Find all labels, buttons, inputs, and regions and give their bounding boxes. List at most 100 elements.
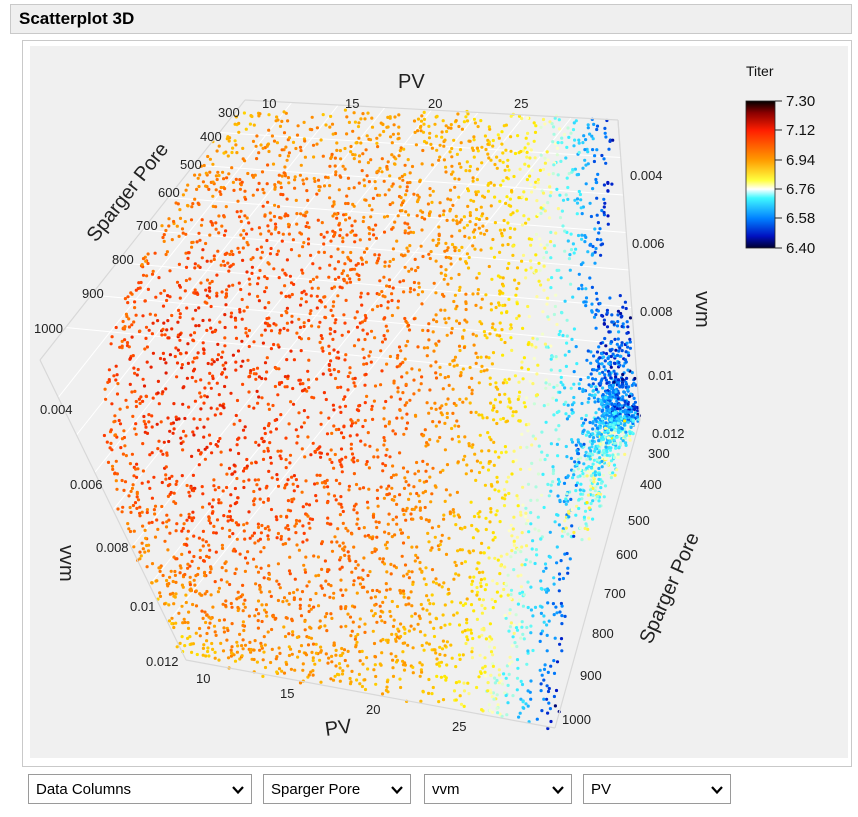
data-point	[465, 463, 469, 467]
data-point	[467, 385, 471, 389]
data-point	[595, 237, 600, 242]
data-point	[420, 114, 424, 118]
data-point	[584, 522, 588, 526]
data-point	[379, 485, 383, 489]
data-point	[439, 411, 443, 415]
data-point	[166, 416, 170, 420]
data-point	[611, 352, 615, 356]
data-point	[498, 572, 502, 576]
plot-area[interactable]	[30, 46, 848, 758]
data-point	[438, 143, 442, 147]
data-point	[208, 157, 212, 161]
data-point	[344, 588, 348, 592]
data-point	[256, 599, 261, 603]
data-point	[407, 497, 411, 501]
scatterplot-3d[interactable]: PV 10 15 20 25 Sparger Pore 300 400 500 …	[0, 0, 858, 770]
data-point	[127, 494, 131, 498]
data-point	[417, 281, 421, 285]
data-point	[449, 643, 453, 647]
data-point	[358, 582, 362, 586]
data-point	[426, 329, 430, 333]
data-point	[487, 703, 491, 707]
data-point	[398, 176, 402, 180]
data-point	[322, 235, 326, 239]
data-point	[574, 345, 578, 349]
data-point	[586, 150, 590, 154]
data-point	[151, 396, 155, 400]
data-point	[519, 636, 523, 640]
data-point	[574, 489, 578, 493]
data-point	[178, 338, 182, 342]
data-point	[394, 654, 398, 659]
data-point	[114, 459, 118, 463]
data-point	[438, 406, 442, 410]
data-point	[539, 125, 543, 129]
data-point	[500, 142, 504, 146]
data-point	[227, 139, 231, 143]
data-point	[374, 520, 378, 524]
data-point	[549, 240, 553, 244]
data-point	[495, 155, 499, 159]
data-point	[602, 365, 606, 369]
data-point	[223, 325, 227, 330]
data-point	[377, 256, 381, 261]
data-point	[491, 691, 495, 695]
data-point	[339, 495, 343, 499]
data-point	[470, 650, 474, 654]
data-point	[580, 423, 584, 428]
data-point	[563, 299, 567, 303]
data-point	[586, 375, 590, 380]
data-point	[309, 294, 313, 298]
data-point	[608, 454, 612, 458]
data-point	[480, 413, 484, 417]
data-point	[411, 646, 415, 650]
data-point	[265, 238, 269, 243]
data-point	[595, 124, 600, 128]
data-point	[360, 684, 364, 689]
data-point	[274, 367, 279, 371]
data-point	[317, 184, 321, 189]
data-point	[106, 380, 110, 384]
data-point	[439, 626, 443, 630]
data-point	[178, 216, 183, 220]
data-point	[464, 115, 468, 119]
data-point	[530, 461, 534, 465]
data-point	[474, 478, 478, 482]
data-point	[341, 547, 345, 551]
data-point	[366, 431, 370, 435]
data-point	[425, 441, 429, 445]
data-point	[368, 570, 372, 574]
data-point	[210, 511, 214, 515]
data-point	[132, 320, 136, 324]
data-point	[604, 352, 609, 356]
data-point	[300, 490, 304, 494]
data-point	[280, 119, 284, 123]
data-point	[170, 313, 174, 318]
data-point	[427, 411, 431, 415]
data-point	[620, 427, 624, 431]
data-point	[518, 390, 522, 394]
data-point	[234, 177, 238, 181]
data-point	[234, 368, 238, 372]
data-point	[447, 591, 451, 596]
data-point	[331, 403, 335, 407]
data-point	[419, 124, 423, 128]
data-point	[609, 459, 614, 463]
data-point	[437, 524, 441, 529]
data-point	[557, 118, 561, 122]
data-point	[452, 577, 456, 581]
data-point	[276, 598, 280, 603]
data-point	[143, 550, 147, 554]
data-point	[591, 436, 596, 440]
data-point	[442, 513, 446, 517]
data-point	[545, 649, 549, 653]
data-point	[306, 514, 310, 518]
data-point	[371, 588, 375, 593]
data-point	[560, 649, 564, 653]
data-point	[140, 263, 144, 267]
data-point	[269, 430, 273, 434]
data-point	[398, 528, 403, 532]
data-point	[284, 309, 288, 313]
data-point	[220, 526, 224, 530]
data-point	[348, 280, 353, 284]
